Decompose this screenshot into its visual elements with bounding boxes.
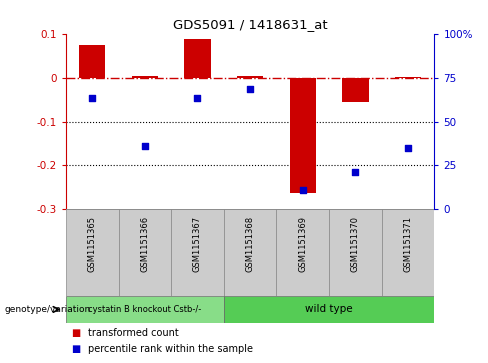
Bar bbox=[66, 296, 224, 323]
Bar bbox=[289, 78, 316, 193]
Bar bbox=[132, 76, 158, 78]
Bar bbox=[66, 209, 119, 296]
Point bbox=[88, 95, 96, 101]
Bar bbox=[184, 39, 211, 78]
Text: GSM1151370: GSM1151370 bbox=[351, 216, 360, 272]
Bar bbox=[224, 209, 276, 296]
Bar bbox=[237, 76, 263, 78]
Bar bbox=[171, 209, 224, 296]
Text: GSM1151367: GSM1151367 bbox=[193, 216, 202, 272]
Bar bbox=[276, 209, 329, 296]
Bar bbox=[382, 209, 434, 296]
Text: ■: ■ bbox=[71, 344, 80, 354]
Bar bbox=[395, 77, 421, 78]
Bar bbox=[119, 209, 171, 296]
Point bbox=[404, 145, 412, 151]
Text: cystatin B knockout Cstb-/-: cystatin B knockout Cstb-/- bbox=[88, 305, 202, 314]
Point bbox=[299, 188, 306, 193]
Point bbox=[141, 143, 149, 148]
Text: ■: ■ bbox=[71, 328, 80, 338]
Text: genotype/variation: genotype/variation bbox=[5, 305, 91, 314]
Text: percentile rank within the sample: percentile rank within the sample bbox=[88, 344, 253, 354]
Bar bbox=[79, 45, 105, 78]
Text: transformed count: transformed count bbox=[88, 328, 179, 338]
Text: GSM1151365: GSM1151365 bbox=[88, 216, 97, 272]
Text: GSM1151369: GSM1151369 bbox=[298, 216, 307, 272]
Text: GSM1151371: GSM1151371 bbox=[404, 216, 412, 272]
Point bbox=[351, 169, 359, 175]
Text: GSM1151368: GSM1151368 bbox=[245, 216, 255, 272]
Point bbox=[246, 86, 254, 92]
Text: wild type: wild type bbox=[305, 305, 353, 314]
Bar bbox=[342, 78, 368, 102]
Title: GDS5091 / 1418631_at: GDS5091 / 1418631_at bbox=[173, 17, 327, 30]
Bar bbox=[224, 296, 434, 323]
Point bbox=[194, 95, 202, 101]
Bar bbox=[329, 209, 382, 296]
Text: GSM1151366: GSM1151366 bbox=[141, 216, 149, 272]
